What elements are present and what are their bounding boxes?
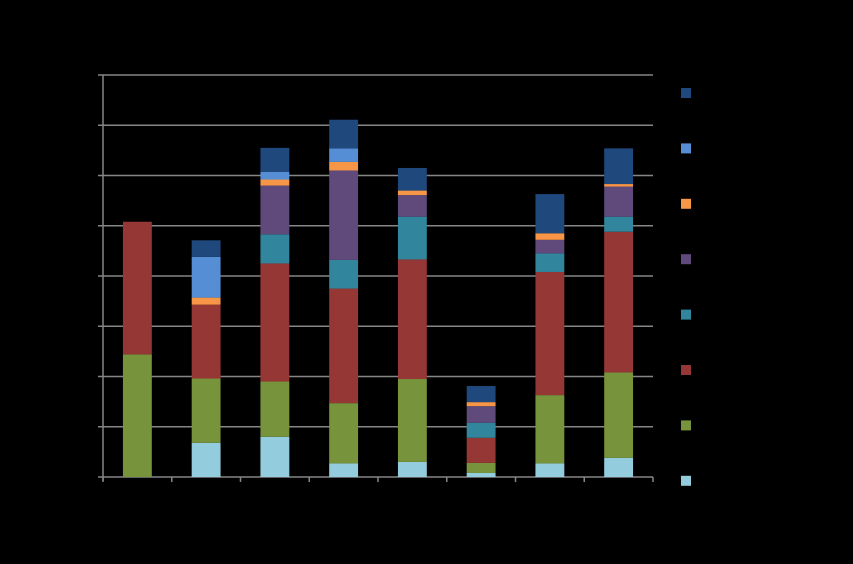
legend [681, 88, 691, 486]
bar-segment-cat3-series5 [329, 161, 359, 171]
bar-segment-cat4-series7 [397, 167, 427, 191]
bar-segment-cat2-series3 [260, 234, 290, 264]
bar-segment-cat7-series5 [604, 184, 634, 187]
bar-segment-cat2-series1 [260, 381, 290, 437]
bar-segment-cat3-series6 [329, 148, 359, 162]
bar-segment-cat7-series2 [604, 231, 634, 373]
bar-segment-cat5-series7 [466, 386, 496, 403]
bars [122, 119, 634, 477]
legend-swatch-series5 [681, 198, 691, 209]
bar-segment-cat7-series0 [604, 457, 634, 477]
bar-segment-cat2-series5 [260, 179, 290, 186]
bar-segment-cat6-series3 [535, 253, 565, 272]
legend-swatch-series2 [681, 365, 691, 375]
bar-segment-cat6-series4 [535, 239, 565, 254]
bar-segment-cat3-series1 [329, 403, 359, 464]
bar-segment-cat4-series1 [397, 379, 427, 462]
bar-segment-cat5-series0 [466, 472, 496, 477]
bar-segment-cat5-series3 [466, 422, 496, 438]
legend-swatch-series0 [681, 475, 691, 486]
bar-segment-cat1-series5 [191, 297, 221, 305]
bar-segment-cat2-series6 [260, 171, 290, 180]
bar-segment-cat1-series0 [191, 442, 221, 477]
bar-segment-cat2-series0 [260, 436, 290, 477]
bar-segment-cat1-series7 [191, 240, 221, 257]
legend-swatch-series1 [681, 420, 691, 431]
bar-segment-cat2-series7 [260, 147, 290, 172]
bar-segment-cat4-series2 [397, 259, 427, 380]
bar-segment-cat2-series4 [260, 185, 290, 235]
bar-segment-cat3-series7 [329, 119, 359, 149]
bar-segment-cat7-series4 [604, 186, 634, 217]
bar-segment-cat1-series6 [191, 256, 221, 298]
bar-segment-cat4-series4 [397, 195, 427, 217]
bar-segment-cat3-series3 [329, 259, 359, 289]
bar-segment-cat6-series5 [535, 233, 565, 240]
legend-swatch-series3 [681, 309, 691, 320]
bar-segment-cat3-series2 [329, 288, 359, 404]
bar-segment-cat0-series2 [122, 221, 152, 355]
bar-segment-cat5-series1 [466, 462, 496, 473]
bar-segment-cat7-series3 [604, 216, 634, 232]
bar-segment-cat4-series3 [397, 216, 427, 260]
bar-segment-cat5-series5 [466, 402, 496, 407]
bar-segment-cat5-series4 [466, 406, 496, 423]
bar-segment-cat7-series7 [604, 148, 634, 185]
bar-segment-cat4-series5 [397, 190, 427, 196]
bar-segment-cat6-series2 [535, 271, 565, 396]
bar-segment-cat5-series2 [466, 437, 496, 463]
bar-segment-cat3-series4 [329, 170, 359, 260]
legend-swatch-series4 [681, 254, 691, 265]
legend-swatch-series7 [681, 88, 691, 98]
bar-segment-cat1-series1 [191, 378, 221, 443]
bar-segment-cat1-series2 [191, 304, 221, 379]
bar-segment-cat4-series0 [397, 461, 427, 477]
bar-segment-cat6-series0 [535, 463, 565, 477]
bar-segment-cat2-series2 [260, 263, 290, 382]
bar-segment-cat6-series1 [535, 395, 565, 464]
bar-segment-cat7-series1 [604, 372, 634, 458]
bar-segment-cat3-series0 [329, 463, 359, 477]
legend-swatch-series6 [681, 143, 691, 154]
bar-segment-cat0-series1 [122, 354, 152, 477]
bar-segment-cat6-series7 [535, 194, 565, 234]
